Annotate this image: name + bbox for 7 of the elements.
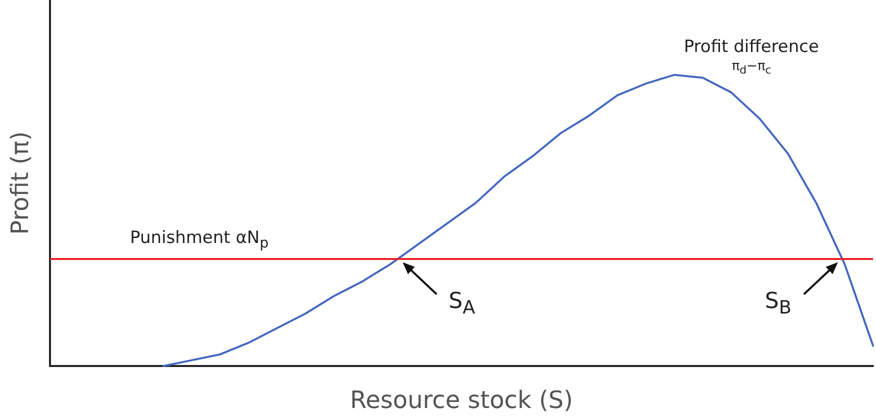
series-label: Profit difference [684, 36, 819, 57]
x-axis-title: Resource stock (S) [350, 386, 573, 414]
y-axis-title: Profit (π) [6, 131, 34, 235]
annotation: S$_{B}$ [764, 288, 792, 318]
annotation: π$_{d}$−π$_{c}$ [732, 58, 772, 76]
ref-line-label: Punishment αN$_{p}$ [130, 228, 269, 252]
annotation: S$_{A}$ [448, 288, 476, 318]
